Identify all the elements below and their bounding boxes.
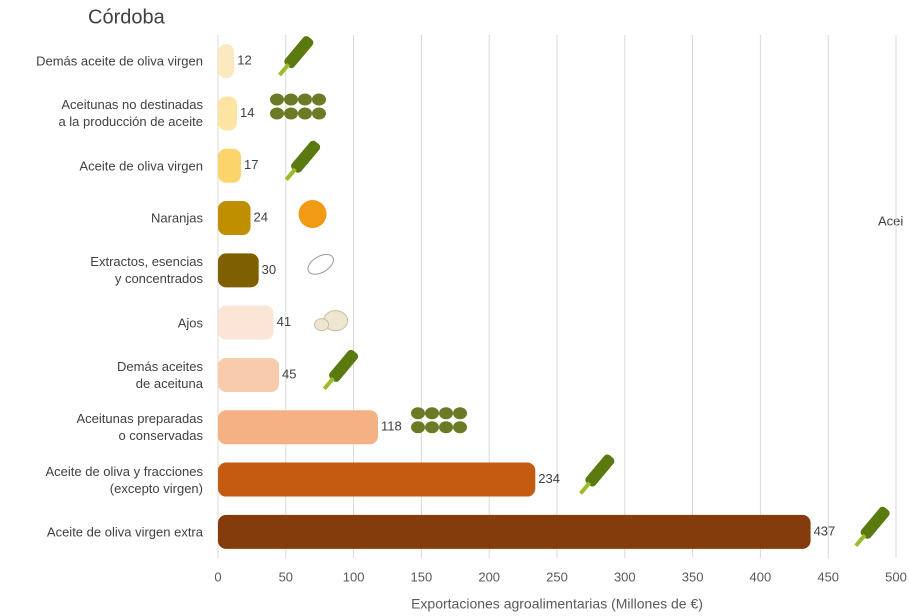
icon-part (425, 407, 440, 420)
icon (579, 454, 615, 495)
icon-part (860, 506, 890, 539)
icon (269, 93, 326, 120)
value-label: 118 (381, 419, 402, 434)
icon-part (425, 421, 440, 434)
icon-part (439, 421, 454, 434)
bar (218, 305, 274, 340)
icon-part (283, 93, 298, 106)
x-tick-label: 100 (343, 569, 365, 584)
icon (854, 506, 890, 548)
icon-part (284, 167, 297, 181)
bar (218, 357, 280, 392)
chart-title: Córdoba (88, 6, 166, 28)
bar (218, 201, 251, 236)
icon-part (453, 407, 468, 420)
x-axis-label: Exportaciones agroalimentarias (Millones… (411, 596, 703, 612)
icon-part (269, 107, 284, 120)
icon-part (311, 107, 326, 120)
icon-part (439, 407, 454, 420)
value-label: 45 (282, 366, 296, 381)
icon (298, 200, 327, 229)
icon-part (311, 93, 326, 106)
icon-part (854, 533, 867, 548)
bar (218, 44, 235, 79)
icon (411, 407, 468, 434)
icon-part (297, 107, 312, 120)
icon-part (314, 318, 330, 332)
icon (314, 310, 349, 332)
icon (322, 349, 359, 391)
y-tick-label: Ajos (177, 315, 203, 331)
value-label: 24 (254, 209, 268, 224)
x-tick-label: 300 (614, 569, 636, 584)
x-tick-label: 500 (885, 569, 907, 584)
x-tick-label: 250 (546, 569, 568, 584)
y-tick-label: Aceitunas preparadas o conservadas (76, 411, 203, 444)
y-tick-label: Naranjas (150, 210, 203, 226)
y-tick-label: Aceite de oliva virgen (79, 158, 203, 174)
value-label: 41 (277, 314, 291, 329)
icon-part (307, 254, 334, 275)
value-label: 14 (240, 105, 254, 120)
x-tick-label: 150 (411, 569, 433, 584)
icon-part (322, 376, 335, 391)
icon-part (269, 93, 284, 106)
x-tick-label: 400 (750, 569, 772, 584)
icon (307, 254, 334, 275)
value-label: 437 (814, 523, 836, 538)
bar (218, 253, 259, 288)
x-tick-label: 450 (817, 569, 839, 584)
x-tick-label: 50 (279, 569, 293, 584)
icon (278, 36, 314, 77)
icon-part (411, 407, 426, 420)
y-tick-label: Demás aceites de aceituna (117, 358, 203, 391)
y-tick-label: Aceitunas no destinadas a la producción … (58, 97, 203, 130)
icon-part (453, 421, 468, 434)
y-tick-label: Extractos, esencias y concentrados (90, 254, 203, 287)
bar (218, 462, 536, 497)
icon-part (278, 63, 291, 77)
value-label: 30 (262, 262, 276, 277)
icon-part (411, 421, 426, 434)
value-label: 12 (237, 53, 251, 68)
icon-part (585, 454, 615, 487)
bar (218, 96, 237, 131)
x-tick-label: 0 (214, 569, 221, 584)
icon-part (329, 349, 359, 382)
x-tick-label: 200 (478, 569, 500, 584)
x-tick-label: 350 (682, 569, 704, 584)
bar (218, 410, 379, 445)
icon-part (298, 200, 327, 229)
icon-part (283, 107, 298, 120)
bar (218, 148, 242, 183)
icon-part (291, 140, 321, 173)
value-label: 17 (244, 157, 258, 172)
bar (218, 514, 811, 549)
y-tick-label: Demás aceite de oliva virgen (36, 53, 203, 69)
icon (284, 140, 321, 181)
icon-part (297, 93, 312, 106)
annotation: Acei (878, 213, 903, 228)
value-label: 234 (538, 471, 560, 486)
icon-part (579, 481, 592, 495)
icon-part (284, 36, 314, 69)
y-tick-label: Aceite de oliva y fracciones (excepto vi… (45, 463, 203, 496)
y-tick-label: Aceite de oliva virgen extra (46, 524, 203, 540)
